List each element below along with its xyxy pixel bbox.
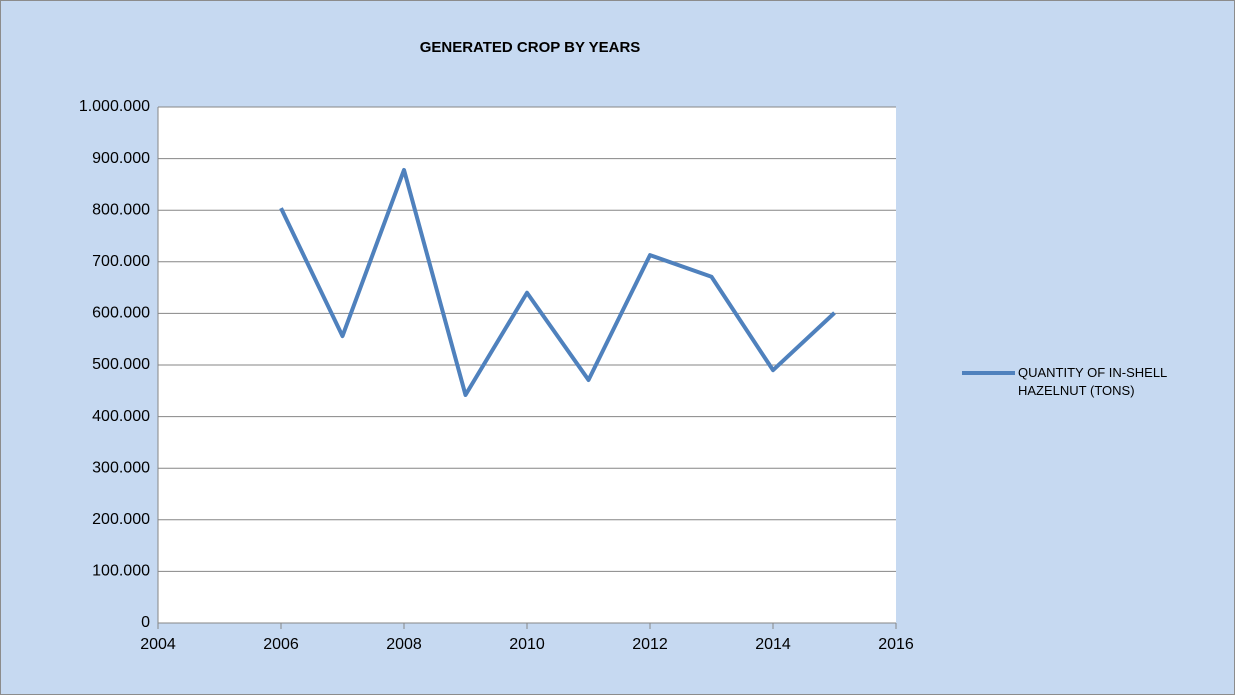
y-tick-label: 900.000 [92, 150, 150, 167]
y-tick-label: 100.000 [92, 563, 150, 580]
x-tick-label: 2014 [755, 636, 791, 653]
legend-label: QUANTITY OF IN-SHELL HAZELNUT (TONS) [1018, 365, 1167, 398]
x-tick-label: 2012 [632, 636, 668, 653]
x-tick-label: 2008 [386, 636, 422, 653]
y-tick-label: 1.000.000 [79, 98, 150, 115]
x-tick-label: 2004 [140, 636, 176, 653]
y-tick-label: 800.000 [92, 201, 150, 218]
y-tick-label: 700.000 [92, 253, 150, 270]
y-tick-label: 600.000 [92, 305, 150, 322]
x-tick-label: 2006 [263, 636, 299, 653]
chart-title: GENERATED CROP BY YEARS [420, 39, 641, 56]
x-tick-label: 2010 [509, 636, 545, 653]
x-tick-label: 2016 [878, 636, 914, 653]
y-tick-label: 200.000 [92, 511, 150, 528]
y-tick-label: 300.000 [92, 459, 150, 476]
y-tick-label: 0 [141, 614, 150, 631]
data-line [279, 167, 836, 397]
y-tick-label: 500.000 [92, 356, 150, 373]
y-tick-label: 400.000 [92, 408, 150, 425]
